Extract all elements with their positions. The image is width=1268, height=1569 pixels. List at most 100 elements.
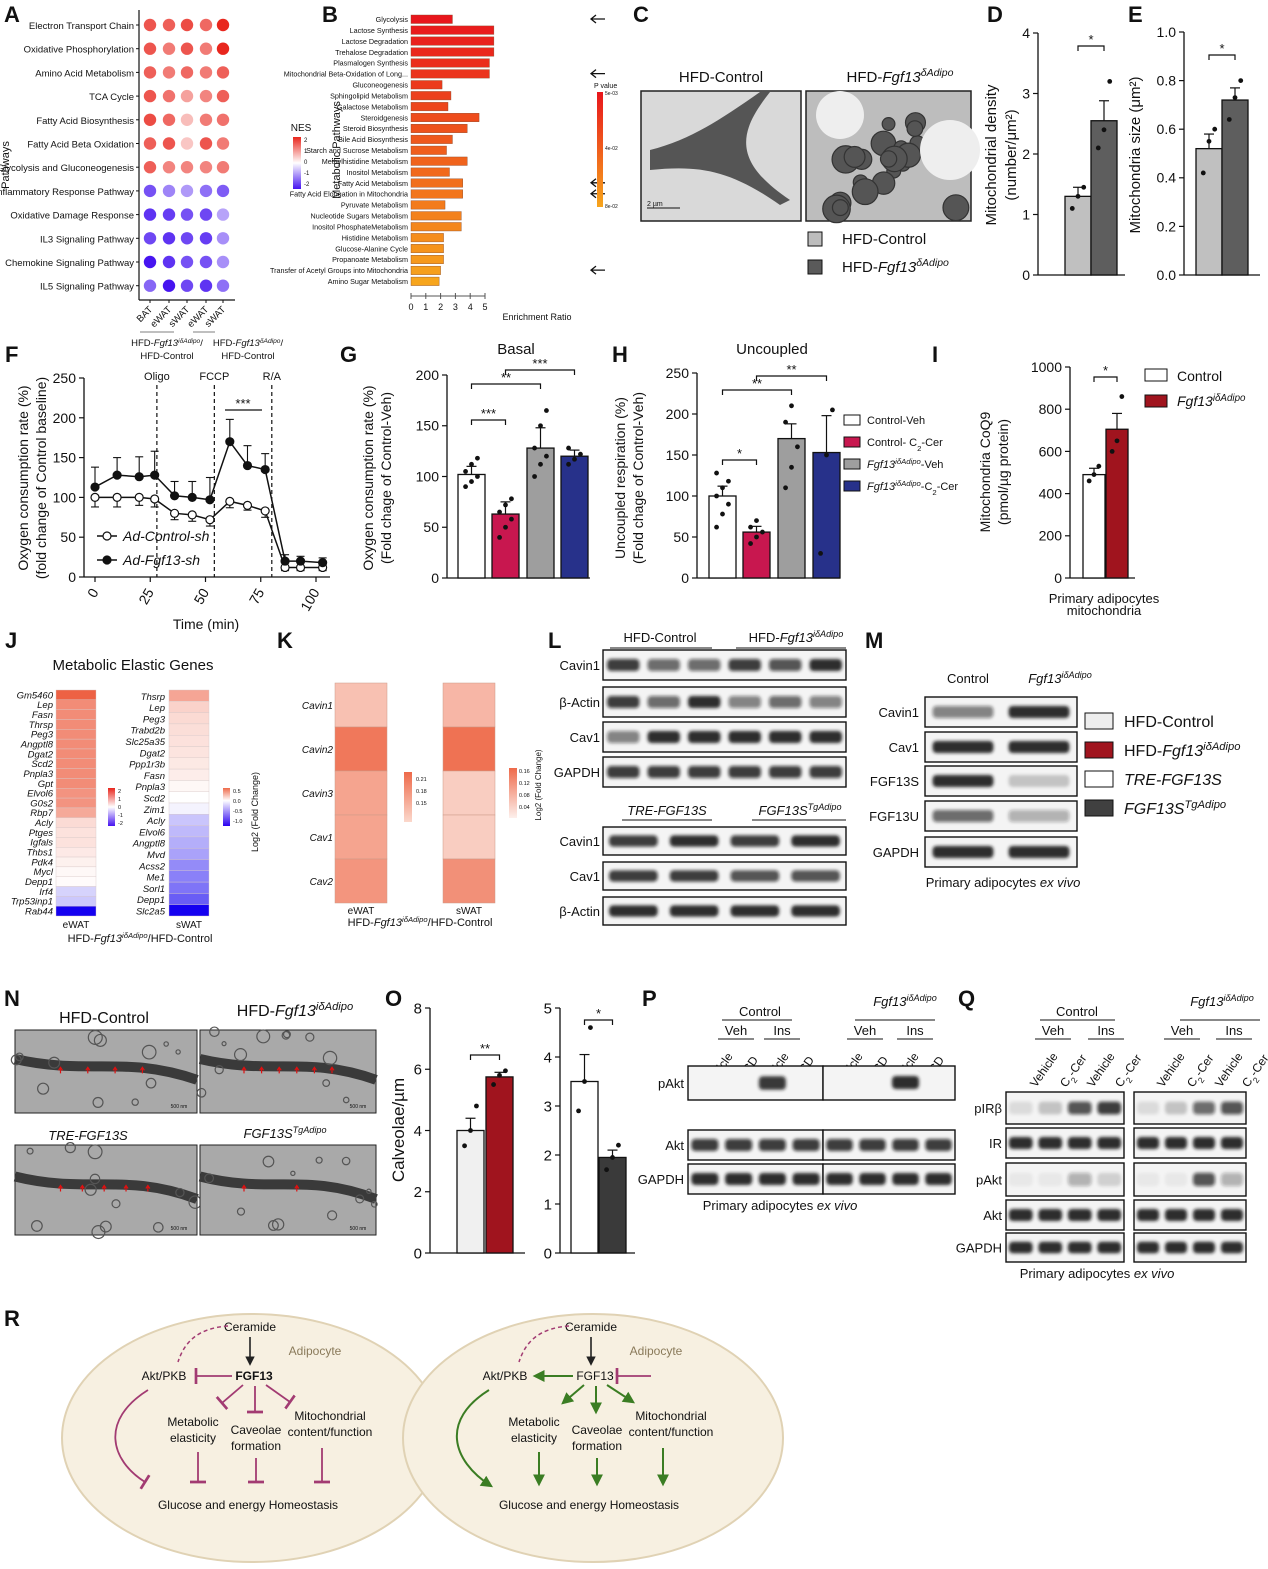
gene-label: Pnpla3 (23, 769, 53, 780)
mitochondrion (879, 150, 898, 168)
blot-row-label: IR (989, 1136, 1002, 1151)
ceramide-akt-dashed (177, 1325, 229, 1363)
blot-strip (602, 756, 847, 788)
nes-dot (199, 18, 213, 32)
mitochondrion (851, 178, 879, 206)
pvalue-colorbar (597, 92, 603, 207)
adipocyte-cell (402, 1313, 784, 1563)
gene-label: Acly (34, 818, 54, 829)
image-title: HFD-Fgf13iδAdipo (237, 1001, 353, 1020)
gene-label: Igfals (30, 838, 53, 849)
label-part: iδAdipo (178, 338, 200, 345)
data-point (1206, 138, 1212, 144)
legend-tick: 0 (304, 160, 308, 166)
legend-swatch (843, 480, 861, 492)
legend-tick: 0.18 (416, 789, 427, 795)
gene-label: Scd2 (31, 759, 53, 770)
legend-tick: 4e-02 (605, 146, 618, 152)
bar (485, 1076, 514, 1254)
protein-band (1097, 1137, 1122, 1149)
heatmap-cell (168, 904, 210, 917)
y-axis-title: (pmol/µg protein) (995, 419, 1011, 525)
label-part: Fgf13 (1028, 671, 1062, 686)
label-part: iδAdipo (1203, 741, 1240, 753)
treatment-label: Ins (773, 1023, 791, 1038)
panel-letter-J: J (5, 628, 17, 653)
heatmap-cell (168, 780, 210, 792)
blot-strip (822, 1065, 956, 1101)
treatment-label: Ins (1225, 1023, 1243, 1038)
protein-band (1038, 1101, 1063, 1115)
nes-dot (143, 184, 157, 198)
caveola-arrow (241, 1066, 247, 1074)
bar (1105, 428, 1129, 579)
nes-dot (216, 232, 230, 245)
y-tick-label: 0.8 (1157, 73, 1177, 89)
legend-swatch (1084, 799, 1114, 817)
gene-label: Gm5460 (17, 690, 54, 701)
label-part: 2 (1069, 1075, 1080, 1085)
vesicle (92, 1096, 104, 1108)
gene-label: Angptl8 (132, 839, 166, 850)
protein-band (1165, 1172, 1187, 1187)
x-axis-title: mitochondria (1067, 603, 1142, 618)
protein-band (1038, 1137, 1063, 1149)
y-axis-title: Mitochondria CoQ9 (977, 411, 993, 532)
node-ceramide: Ceramide (565, 1320, 617, 1334)
y-tick-label: 250 (666, 365, 690, 381)
nes-dot (162, 161, 176, 174)
data-point (714, 470, 719, 476)
y-tick-label: 0 (1022, 267, 1030, 283)
significance-bracket (1077, 45, 1105, 51)
heatmap-cell (168, 859, 210, 872)
ceramide-akt-dashed (518, 1325, 570, 1363)
panel-b-enrichment: Glycolysis Lactose Synthesis Lactose Degra… (270, 14, 618, 322)
significance-label: ** (501, 370, 511, 385)
comparison-label: HFD-Fgf13iδAdipo/HFD-Control (68, 931, 213, 946)
panel-letter-E: E (1128, 2, 1143, 27)
enrichment-bar (410, 91, 452, 101)
significance-bracket (721, 389, 793, 395)
legend-marker (102, 555, 112, 565)
group-label: HFD-Fgf13δAdipo/ (213, 338, 284, 350)
protein-band (609, 835, 658, 847)
series-marker (225, 437, 235, 447)
data-point (789, 403, 794, 409)
inhibit-mito (265, 1384, 296, 1410)
x-tick-label: 75 (246, 585, 268, 607)
heatmap-cell (55, 719, 97, 730)
nes-dot (199, 255, 213, 269)
heatmap-cell (55, 886, 97, 897)
data-point (1096, 463, 1102, 469)
caveola-arrow (123, 1184, 129, 1192)
label-part: Fgf13 (94, 933, 123, 945)
label-part: -Cer (937, 481, 959, 493)
y-axis-title: (Fold chage of Control-Veh) (378, 392, 394, 564)
gene-label: Lep (149, 703, 165, 714)
enrichment-bar (410, 222, 462, 232)
protein-band (791, 870, 840, 882)
image-title: HFD-Fgf13δAdipo (847, 67, 954, 86)
bar (1195, 147, 1223, 276)
nes-dot (216, 18, 230, 32)
data-point (789, 464, 794, 470)
nes-dot (180, 18, 194, 32)
nes-dot (216, 161, 230, 174)
vesicle (145, 1077, 157, 1089)
panel-i-coq9: 0 200 400 600 800 1000 * Primary adipocytesmito… (977, 359, 1246, 618)
nes-dot (216, 137, 230, 150)
data-point (754, 518, 759, 523)
label-part: Fgf13 (275, 1003, 316, 1020)
label-part: Fgf13 (1162, 743, 1203, 760)
significance-label: *** (235, 396, 250, 411)
panel-a-dotplot: Electron Transport Chain Oxidative Phosph… (0, 10, 312, 362)
data-point (760, 529, 765, 535)
protein-band (1008, 775, 1070, 787)
heatmap-cell (55, 729, 97, 740)
data-point (532, 474, 537, 479)
nes-dot (216, 66, 230, 79)
label-part: iδAdipo (1061, 670, 1091, 680)
protein-band (1008, 1172, 1033, 1187)
